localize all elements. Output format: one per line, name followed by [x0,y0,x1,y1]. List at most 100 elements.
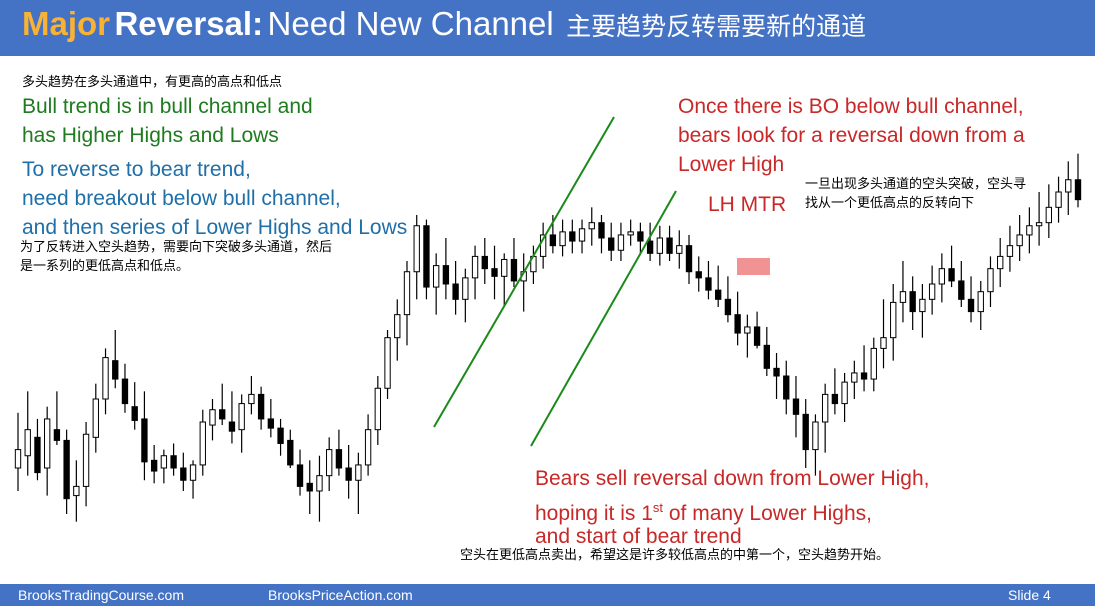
note-bears-cn: 空头在更低高点卖出，希望这是许多较低高点的中第一个，空头趋势开始。 [460,548,890,563]
candle-body [345,467,352,481]
candle-body [899,291,907,303]
note-bo-line-3: Lower High [678,153,785,176]
note-bo-cn-1: 一旦出现多头通道的空头突破，空头寻 [805,177,1027,192]
candle-body [919,298,926,313]
slide-title: Major Reversal: Need New Channel 主要趋势反转需… [22,5,866,43]
candle-body [102,357,109,400]
candle-body [296,464,304,487]
title-major: Major [22,5,111,42]
note-bears-superscript: st [652,500,664,515]
candle-body [394,314,401,339]
candle-body [501,258,508,277]
candle-body [34,436,41,474]
candle-body [326,449,333,477]
candle-body [1026,225,1033,236]
note-reverse-cn-2: 是一系列的更低高点和低点。 [20,259,190,274]
candle-body [685,245,693,273]
note-bears-line-1: Bears sell reversal down from Lower High… [535,467,930,490]
candle-body [413,225,420,273]
candle-body [1065,179,1072,193]
footer-bar: BrooksTradingCourse.com BrooksPriceActio… [0,584,1095,606]
lower-high-highlight [737,258,770,275]
candlestick-series [14,153,1082,522]
candle-body [841,381,848,405]
candle-body [510,258,518,282]
title-bar: Major Reversal: Need New Channel 主要趋势反转需… [0,0,1095,56]
title-reversal: Reversal: [114,5,264,42]
candle-body [374,387,381,431]
note-reverse-cn-1: 为了反转进入空头趋势，需要向下突破多头通道，然后 [20,240,333,255]
candle-body [987,268,994,293]
candle-body [287,439,294,466]
candle-body [121,378,129,405]
candle-body [219,409,226,420]
footer-link-brookspriceaction[interactable]: BrooksPriceAction.com [268,587,413,603]
title-chinese: 主要趋势反转需要新的通道 [566,12,867,41]
candle-body [53,429,61,441]
candle-body [715,289,722,300]
footer-link-brookstradingcourse[interactable]: BrooksTradingCourse.com [18,587,184,603]
channel-lower-line [530,190,677,447]
candle-body [355,464,362,481]
price-chart [14,116,1082,522]
candle-body [491,268,498,277]
candle-body [248,393,255,405]
candle-body [588,222,595,230]
candle-body [44,418,51,469]
candle-body [744,326,751,334]
note-reverse-line-1: To reverse to bear trend, [22,158,251,181]
candle-body [112,360,119,380]
candle-body [403,271,411,316]
candle-body [890,301,897,339]
candle-body [442,265,450,285]
note-bo-line-1: Once there is BO below bull channel, [678,95,1024,118]
candle-body [705,277,712,291]
candle-body [851,372,858,383]
candle-body [238,403,245,431]
candle-body [257,393,265,420]
candle-body [131,406,138,421]
candle-body [335,449,343,469]
candle-body [180,467,187,481]
candle-body [997,255,1004,270]
candle-body [928,283,936,300]
candle-body [569,231,576,242]
candle-body [792,398,800,415]
candle-body [821,393,829,423]
note-bears-line-2b: of many Lower Highs, [663,502,872,525]
candle-body [1016,234,1023,247]
candle-body [1006,245,1014,257]
candle-body [364,429,372,466]
candle-body [199,421,206,466]
candle-body [24,429,31,457]
candle-body [938,268,946,285]
candle-body [471,255,479,279]
candle-body [1045,206,1052,224]
candle-body [1074,179,1082,201]
candle-body [432,265,440,288]
candle-body [170,455,177,469]
candle-body [14,449,22,469]
note-bo-cn-2: 找从一个更低高点的反转向下 [805,196,975,211]
candle-body [316,475,323,492]
candle-body [646,240,654,254]
note-bull-trend-cn: 多头趋势在多头通道中，有更高的高点和低点 [22,75,283,90]
candle-body [695,271,702,279]
candle-body [228,421,236,432]
candle-body [160,455,168,469]
candle-body [462,277,469,300]
candle-body [141,418,148,463]
note-reverse-line-3: and then series of Lower Highs and Lows [22,216,408,239]
candle-body [637,231,644,242]
candle-body [209,409,216,426]
candle-body [734,314,741,334]
candle-body [384,337,391,389]
candle-body [82,433,90,487]
candle-body [627,231,634,236]
candle-body [967,298,975,313]
candle-body [539,234,547,257]
candle-body [559,231,566,247]
candle-body [73,485,80,497]
label-lh-mtr: LH MTR [708,193,787,216]
candle-body [578,228,586,242]
